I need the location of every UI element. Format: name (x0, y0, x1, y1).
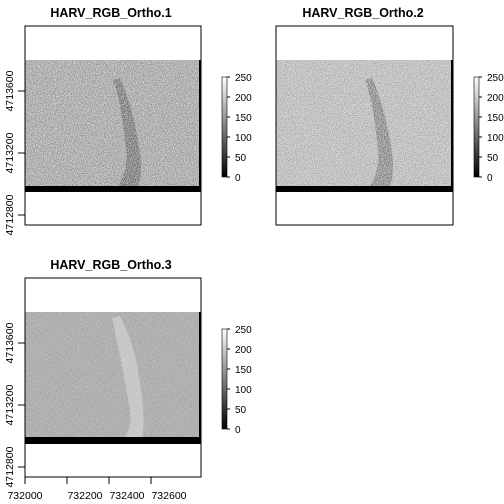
panel-3-legend-tick: 50 (235, 405, 247, 416)
panel-1: HARV_RGB_Ortho.1 4712800 4713200 4713600… (4, 6, 252, 235)
panel-1-legend: 0 50 100 150 200 250 (221, 73, 252, 184)
panel-1-legend-tick: 50 (235, 153, 247, 164)
panel-3-ytick-label: 4713600 (4, 322, 16, 363)
panel-1-ytick-label: 4712800 (4, 194, 16, 235)
panel-3-edge-bottom (25, 437, 201, 444)
panel-3-xtick-label: 732600 (151, 490, 186, 502)
panel-3-yaxis: 4712800 4713200 4713600 (4, 322, 26, 487)
panel-3-legend-bar (221, 328, 228, 430)
panel-2-legend-tick: 50 (487, 153, 499, 164)
panel-2-frame (275, 25, 454, 226)
panel-1-edge-bottom (25, 186, 201, 192)
panel-3-raster (25, 312, 201, 444)
panel-3-ytick-label: 4712800 (4, 446, 16, 487)
panel-1-legend-bar (221, 76, 228, 178)
panel-3-xtick-label: 732200 (67, 490, 102, 502)
panel-3-legend-tick: 100 (235, 385, 252, 396)
panel-1-legend-tick: 150 (235, 113, 252, 124)
panel-2: HARV_RGB_Ortho.2 0 50 100 150 200 250 (275, 6, 504, 226)
panel-1-yaxis: 4712800 4713200 4713600 (4, 70, 26, 235)
panel-1-legend-tick: 0 (235, 173, 241, 184)
panel-1-legend-tick: 100 (235, 133, 252, 144)
panel-2-texture (276, 60, 451, 188)
panel-2-title: HARV_RGB_Ortho.2 (302, 6, 423, 20)
panel-3-xtick-label: 732400 (109, 490, 144, 502)
panel-2-legend-tick: 250 (487, 73, 504, 84)
panel-3-ytick-label: 4713200 (4, 384, 16, 425)
panel-3-legend-tick: 200 (235, 345, 252, 356)
panel-3-xtick-label: 732000 (7, 490, 42, 502)
panel-3: HARV_RGB_Ortho.3 4712800 4713200 4713600… (4, 258, 252, 502)
panel-2-raster (276, 60, 453, 192)
panel-1-ytick-label: 4713600 (4, 70, 16, 111)
panel-1-legend-tick: 250 (235, 73, 252, 84)
panel-2-edge-bottom (276, 186, 453, 192)
panel-3-xaxis: 732000 732200 732400 732600 (7, 476, 187, 502)
panel-2-legend-tick: 200 (487, 93, 504, 104)
panel-2-legend: 0 50 100 150 200 250 (473, 73, 504, 184)
panel-3-legend-tick: 0 (235, 425, 241, 436)
panel-3-legend-tick: 150 (235, 365, 252, 376)
panel-3-legend-tick: 250 (235, 325, 252, 336)
panel-1-legend-tick: 200 (235, 93, 252, 104)
panel-3-legend: 0 50 100 150 200 250 (221, 325, 252, 436)
panel-1-texture (25, 60, 199, 188)
panel-1-raster (25, 60, 201, 192)
panel-2-legend-bar (473, 76, 480, 178)
panel-2-legend-tick: 0 (487, 173, 493, 184)
panel-1-ytick-label: 4713200 (4, 132, 16, 173)
panel-2-legend-tick: 100 (487, 133, 504, 144)
panel-2-legend-tick: 150 (487, 113, 504, 124)
panel-3-title: HARV_RGB_Ortho.3 (50, 258, 171, 272)
panel-3-texture (25, 312, 199, 439)
panel-1-title: HARV_RGB_Ortho.1 (50, 6, 171, 20)
